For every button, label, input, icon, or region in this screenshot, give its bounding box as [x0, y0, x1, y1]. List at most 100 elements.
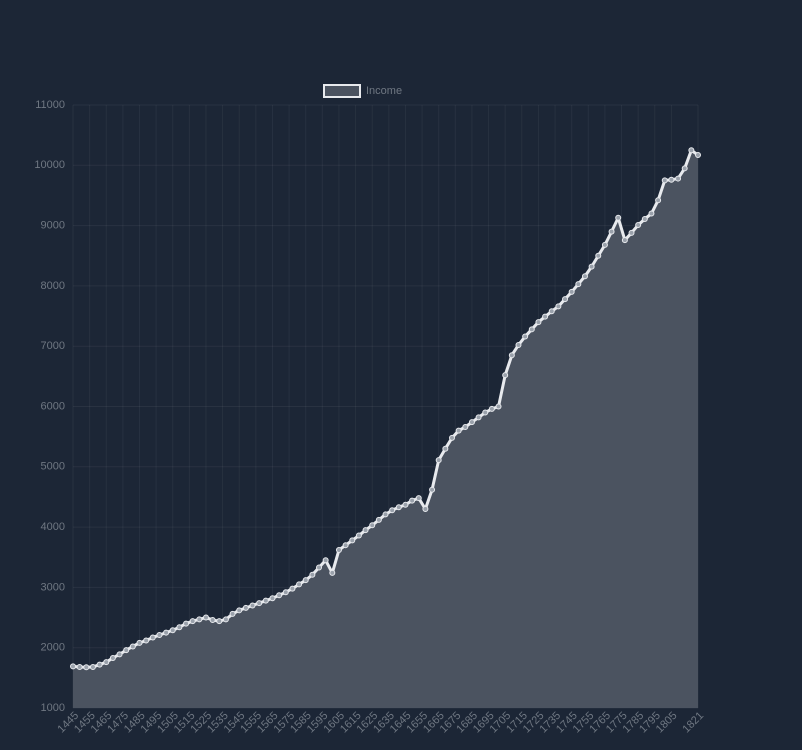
- point: [635, 221, 642, 228]
- point: [129, 643, 136, 650]
- y-tick-label: 5000: [41, 461, 65, 473]
- point: [229, 610, 236, 617]
- point: [601, 241, 608, 248]
- point: [156, 632, 163, 639]
- y-tick-label: 2000: [41, 642, 65, 654]
- point: [202, 614, 209, 621]
- point: [442, 445, 449, 452]
- point: [535, 319, 542, 326]
- point: [675, 175, 682, 182]
- point: [96, 661, 103, 668]
- point: [415, 495, 422, 502]
- point: [183, 620, 190, 627]
- x-tick-label: 1821: [680, 710, 706, 736]
- point: [462, 424, 469, 431]
- point: [242, 604, 249, 611]
- point: [422, 506, 429, 513]
- point: [269, 595, 276, 602]
- point: [375, 516, 382, 523]
- point: [542, 313, 549, 320]
- point: [621, 237, 628, 244]
- point: [109, 654, 116, 661]
- point: [588, 263, 595, 270]
- point: [482, 409, 489, 416]
- point: [209, 616, 216, 623]
- point: [163, 629, 170, 636]
- y-tick-label: 4000: [41, 521, 65, 533]
- point: [176, 624, 183, 631]
- point: [136, 639, 143, 646]
- point: [488, 405, 495, 412]
- point: [435, 457, 442, 464]
- point: [528, 326, 535, 333]
- y-tick-label: 8000: [41, 280, 65, 292]
- point: [103, 659, 110, 666]
- point: [641, 215, 648, 222]
- point: [395, 504, 402, 511]
- point: [548, 308, 555, 315]
- point: [409, 497, 416, 504]
- point: [575, 281, 582, 288]
- point: [89, 663, 96, 670]
- point: [455, 427, 462, 434]
- point: [628, 229, 635, 236]
- point: [83, 664, 90, 671]
- area: [73, 150, 698, 709]
- point: [448, 434, 455, 441]
- point: [389, 507, 396, 514]
- point: [342, 542, 349, 549]
- y-tick-label: 3000: [41, 581, 65, 593]
- point: [309, 571, 316, 578]
- point: [502, 372, 509, 379]
- point: [302, 577, 309, 584]
- point: [256, 600, 263, 607]
- point: [562, 296, 569, 303]
- point: [668, 176, 675, 183]
- legend-label: Income: [366, 85, 402, 97]
- point: [296, 581, 303, 588]
- point: [608, 228, 615, 235]
- point: [222, 616, 229, 623]
- point: [169, 627, 176, 634]
- point: [382, 511, 389, 518]
- point: [515, 341, 522, 348]
- point: [402, 501, 409, 508]
- point: [236, 607, 243, 614]
- point: [681, 165, 688, 172]
- point: [143, 637, 150, 644]
- point: [495, 403, 502, 410]
- point: [648, 210, 655, 217]
- point: [615, 214, 622, 221]
- point: [322, 557, 329, 564]
- point: [116, 651, 123, 658]
- point: [655, 197, 662, 204]
- point: [595, 252, 602, 259]
- y-tick-label: 9000: [41, 220, 65, 232]
- point: [349, 537, 356, 544]
- point: [249, 602, 256, 609]
- point: [468, 419, 475, 426]
- point: [355, 532, 362, 539]
- point: [149, 634, 156, 641]
- point: [335, 547, 342, 554]
- y-tick-label: 11000: [35, 99, 65, 111]
- point: [196, 616, 203, 623]
- point: [76, 663, 83, 670]
- y-tick-label: 1000: [41, 702, 65, 714]
- point: [555, 303, 562, 310]
- point: [369, 522, 376, 529]
- point: [216, 618, 223, 625]
- y-tick-label: 6000: [41, 400, 65, 412]
- point: [289, 585, 296, 592]
- point: [522, 333, 529, 340]
- point: [316, 564, 323, 571]
- point: [329, 569, 336, 576]
- point: [429, 486, 436, 493]
- point: [568, 288, 575, 295]
- point: [70, 663, 76, 670]
- point: [688, 147, 695, 154]
- point: [262, 597, 269, 604]
- point: [661, 177, 668, 184]
